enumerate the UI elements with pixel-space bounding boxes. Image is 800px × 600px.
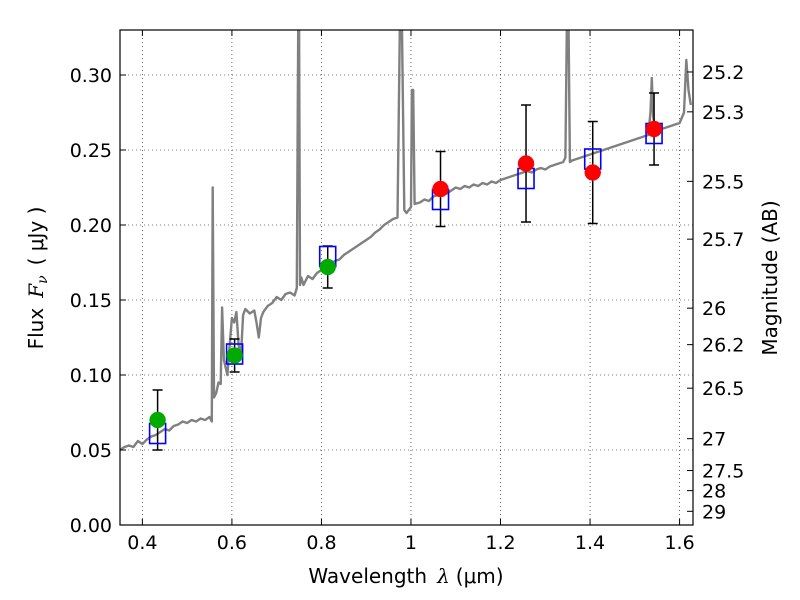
- tick-label-layer: 0.4 0.6 0.8 1 1.2 1.4 1.6 0.00 0.05 0.10 0.15 0.20 0…: [70, 62, 745, 554]
- data-point: [226, 347, 243, 364]
- mag-tick-label: 27.5: [702, 461, 744, 483]
- mag-tick-label: 29: [702, 501, 726, 523]
- y-axis-title: Flux Fν ( μJy ): [24, 207, 51, 350]
- mag-tick-label: 26.5: [702, 378, 744, 400]
- x-tick-label: 0.6: [217, 532, 247, 554]
- mag-tick-label: 26.2: [702, 335, 744, 357]
- y-tick-label: 0.05: [70, 440, 112, 462]
- mag-tick-label: 25.3: [702, 102, 744, 124]
- mag-tick-label: 25.2: [702, 62, 744, 84]
- x-tick-label: 0.8: [306, 532, 336, 554]
- x-tick-label: 0.4: [127, 532, 157, 554]
- y-tick-label: 0.25: [70, 140, 112, 162]
- mag-tick-label: 25.7: [702, 229, 744, 251]
- mag-tick-label: 27: [702, 429, 726, 451]
- spectrum-line: [120, 30, 692, 451]
- data-point: [149, 411, 166, 429]
- y-axis-unit: ( μJy ): [24, 207, 48, 266]
- data-point: [517, 155, 535, 172]
- tick-layer: [120, 30, 693, 526]
- mag-tick-label: 26: [702, 298, 726, 320]
- x-axis-unit: (μm): [456, 564, 504, 588]
- x-axis-symbol: λ: [436, 564, 450, 588]
- data-point: [432, 180, 449, 198]
- y-axis-subscript: ν: [35, 275, 51, 284]
- x-tick-label: 1: [405, 532, 417, 554]
- y-tick-label: 0.20: [70, 215, 112, 237]
- x-tick-label: 1.6: [664, 532, 694, 554]
- spectrum-layer: [120, 30, 692, 451]
- y-tick-label: 0.00: [70, 515, 112, 537]
- y-tick-label: 0.30: [70, 65, 112, 87]
- y2-axis-title: Magnitude (AB): [758, 200, 782, 355]
- y-axis-title-text: Flux: [24, 308, 48, 350]
- data-point: [584, 164, 601, 181]
- y-axis-symbol: F: [24, 283, 48, 299]
- y-tick-label: 0.10: [70, 365, 112, 387]
- plot-frame: [119, 29, 694, 526]
- data-point: [645, 120, 663, 138]
- x-axis-title-text: Wavelength: [308, 564, 427, 588]
- mag-tick-label: 28: [702, 481, 726, 503]
- x-tick-label: 1.4: [575, 532, 605, 554]
- x-axis-title: Wavelength λ (μm): [308, 564, 503, 588]
- y-tick-label: 0.15: [70, 290, 112, 312]
- marker-layer: [149, 120, 663, 429]
- mag-tick-label: 25.5: [702, 171, 744, 193]
- x-tick-label: 1.2: [485, 532, 515, 554]
- data-point: [319, 258, 336, 276]
